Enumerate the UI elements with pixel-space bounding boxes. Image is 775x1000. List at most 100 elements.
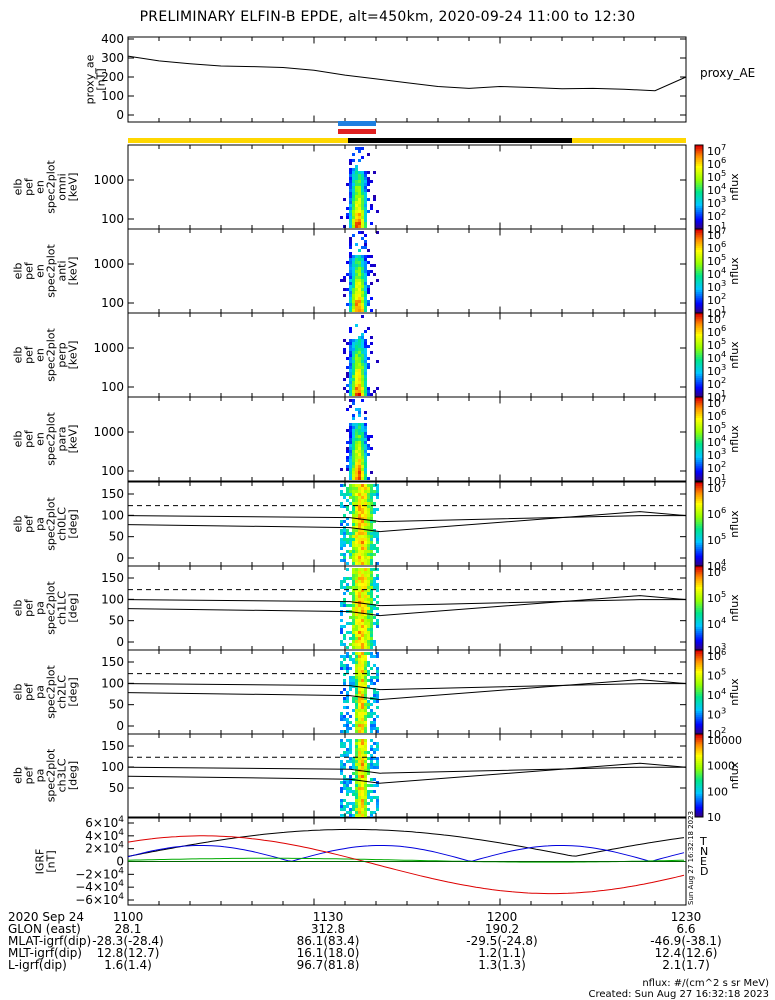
heatmap-cell — [373, 511, 376, 514]
heatmap-cell — [349, 556, 352, 559]
heatmap-cell — [364, 288, 367, 291]
heatmap-cell — [346, 790, 349, 793]
heatmap-cell — [355, 222, 358, 225]
heatmap-cell — [364, 814, 367, 817]
colorbar-tick-label: 106 — [707, 239, 726, 255]
heatmap-cell — [343, 697, 346, 700]
colorbar-swatch — [695, 264, 703, 268]
heatmap-cell — [358, 784, 361, 787]
heatmap-cell — [361, 754, 364, 757]
heatmap-cell — [361, 730, 364, 733]
heatmap-cell — [349, 240, 352, 243]
heatmap-cell — [367, 673, 370, 676]
heatmap-cell — [355, 502, 358, 505]
side-stamp: Sun Aug 27 16:32:18 2023 — [687, 811, 695, 905]
heatmap-cell — [364, 646, 367, 649]
heatmap-cell — [361, 757, 364, 760]
heatmap-cell — [352, 544, 355, 547]
axis-label-line: IGRF — [34, 849, 47, 875]
heatmap-cell — [370, 604, 373, 607]
heatmap-cell — [355, 691, 358, 694]
colorbar-swatch — [695, 231, 703, 234]
heatmap-cell — [367, 583, 370, 586]
heatmap-cell — [364, 562, 367, 565]
colorbar-swatch — [695, 176, 703, 180]
heatmap-cell — [352, 474, 355, 477]
colorbar-swatch — [695, 441, 703, 444]
colorbar-swatch — [695, 492, 703, 496]
heatmap-cell — [355, 643, 358, 646]
colorbar-label-text: nflux — [728, 594, 741, 622]
heatmap-cell — [361, 174, 364, 177]
colorbar-tick-label: 103 — [707, 278, 726, 294]
heatmap-cell — [349, 180, 352, 183]
heatmap-cell — [361, 592, 364, 595]
heatmap-cell — [358, 490, 361, 493]
heatmap-cell — [355, 778, 358, 781]
heatmap-cell — [349, 760, 352, 763]
heatmap-cell — [373, 598, 376, 601]
axis-label-line: pef — [23, 514, 36, 533]
heatmap-cell — [355, 652, 358, 655]
heatmap-cell — [349, 294, 352, 297]
heatmap-cell — [349, 487, 352, 490]
heatmap-cell — [355, 300, 358, 303]
axis-label-line: spec2plot — [45, 581, 58, 635]
heatmap-cell — [364, 264, 367, 267]
colorbar-swatch — [695, 511, 703, 514]
heatmap-cell — [355, 309, 358, 312]
colorbar-label: nflux — [728, 257, 741, 285]
heatmap-cell — [361, 183, 364, 186]
colorbar-tick-label: 105 — [707, 252, 726, 268]
heatmap-cell — [358, 613, 361, 616]
heatmap-cell — [361, 496, 364, 499]
heatmap-cell — [361, 147, 364, 150]
heatmap-cell — [370, 484, 373, 487]
heatmap-cell — [367, 580, 370, 583]
colorbar-swatch — [695, 570, 703, 573]
panel-y-tick-label: 50 — [109, 614, 124, 628]
heatmap-cell — [361, 390, 364, 393]
heatmap-cell — [352, 505, 355, 508]
colorbar-swatch — [695, 687, 703, 691]
heatmap-cell — [349, 174, 352, 177]
heatmap-cell — [361, 631, 364, 634]
heatmap-cell — [376, 673, 379, 676]
heatmap-cell — [367, 502, 370, 505]
heatmap-cell — [373, 544, 376, 547]
colorbar-label: nflux — [728, 510, 741, 538]
heatmap-cell — [349, 679, 352, 682]
colorbar-tick-label: 103 — [707, 706, 726, 722]
colorbar-swatch — [695, 545, 703, 548]
heatmap-cell — [349, 282, 352, 285]
colorbar-swatch — [695, 671, 703, 674]
heatmap-cell — [340, 523, 343, 526]
heatmap-cell — [370, 204, 373, 207]
heatmap-cell — [370, 709, 373, 712]
igrf-y-tick-label: 4×104 — [85, 828, 124, 843]
colorbar-swatch — [695, 654, 703, 657]
heatmap-cell — [373, 622, 376, 625]
heatmap-cell — [364, 658, 367, 661]
axis-label-line: elb — [12, 684, 25, 701]
heatmap-cell — [352, 592, 355, 595]
colorbar-tick-label: 107 — [707, 394, 726, 410]
loss-cone-upper — [127, 762, 687, 784]
heatmap-cell — [352, 273, 355, 276]
heatmap-cell — [367, 453, 370, 456]
heatmap-cell — [361, 682, 364, 685]
heatmap-cell — [361, 219, 364, 222]
heatmap-cell — [340, 505, 343, 508]
heatmap-cell — [364, 670, 367, 673]
heatmap-cell — [358, 499, 361, 502]
heatmap-cell — [364, 441, 367, 444]
heatmap-cell — [367, 327, 370, 330]
colorbar-swatch — [695, 447, 703, 450]
colorbar-swatch — [695, 390, 703, 394]
heatmap-cell — [352, 619, 355, 622]
heatmap-cell — [376, 715, 379, 718]
heatmap-cell — [352, 177, 355, 180]
heatmap-cell — [370, 778, 373, 781]
colorbar-swatch — [695, 271, 703, 274]
